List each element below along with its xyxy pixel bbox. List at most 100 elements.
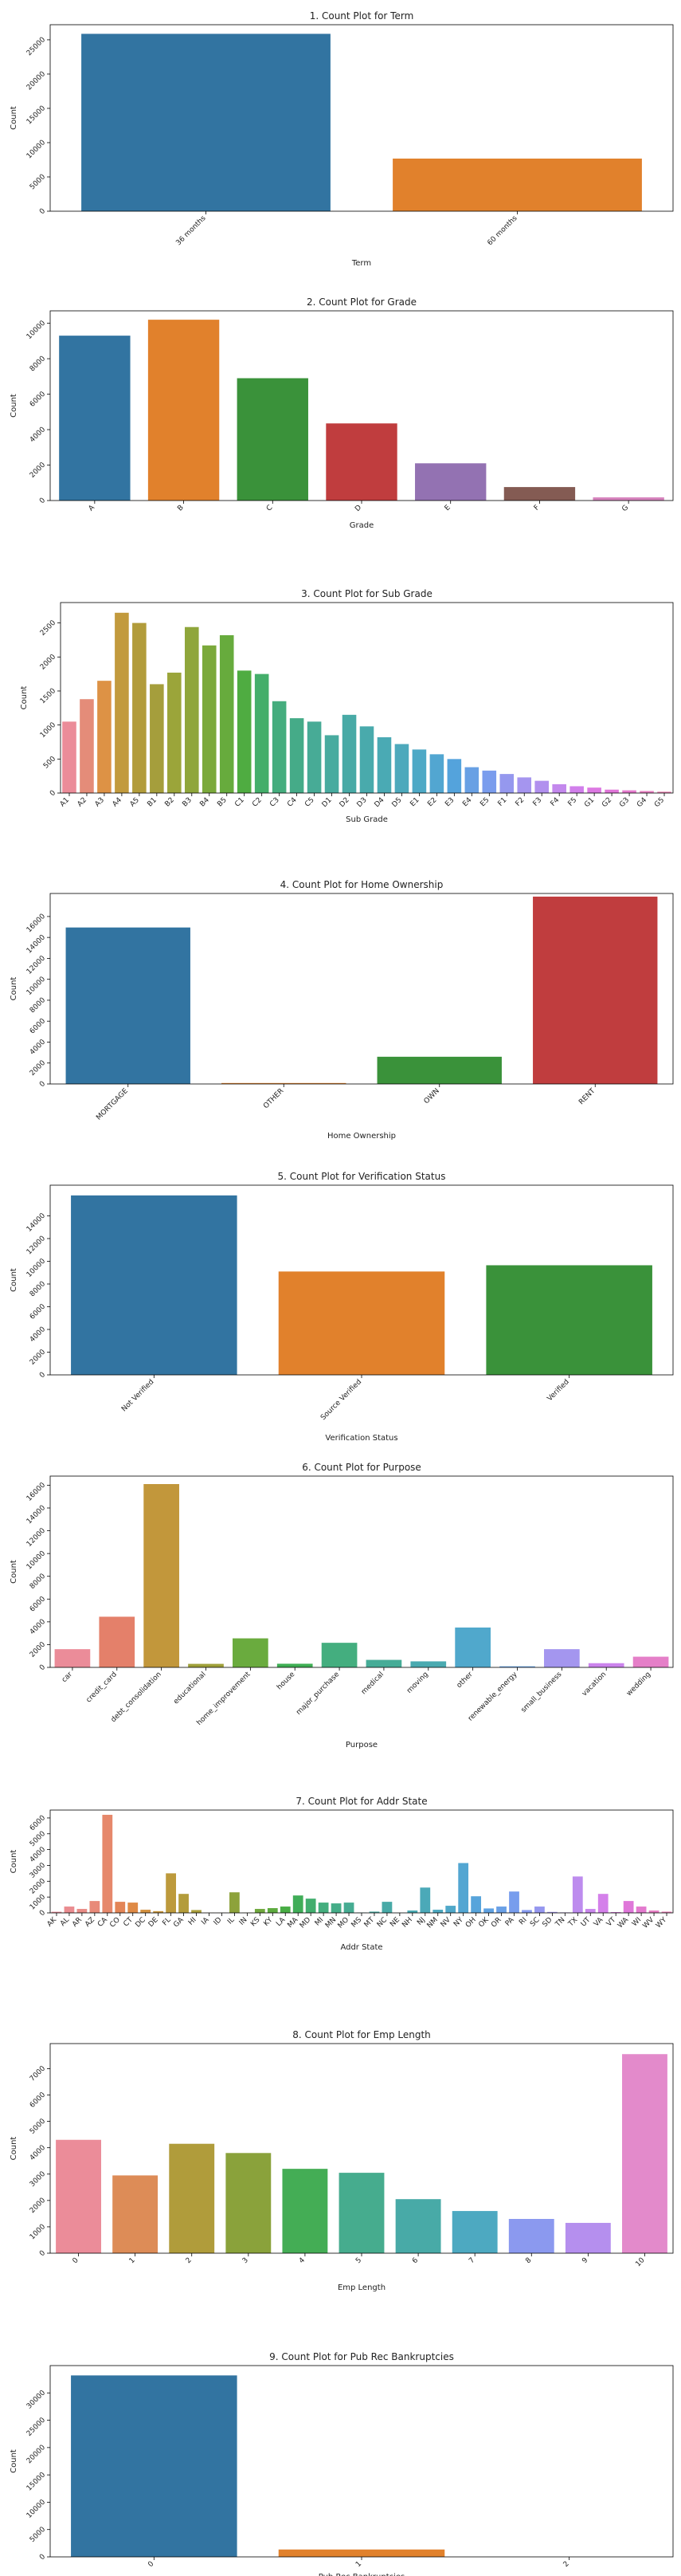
bar-CO (115, 1902, 126, 1913)
y-tick-label: 20000 (25, 70, 48, 92)
bar-debt_consolidation (143, 1484, 179, 1667)
y-tick-label: 14000 (25, 1211, 48, 1234)
bar-A (59, 336, 131, 501)
bar-home_improvement (233, 1638, 268, 1667)
x-tick-label: G2 (601, 796, 613, 809)
x-tick-label: D5 (391, 796, 404, 809)
bar-A3 (97, 681, 112, 793)
x-tick-label: NH (401, 1916, 414, 1930)
x-tick-label: NE (389, 1916, 401, 1929)
bar-WI (636, 1906, 647, 1913)
x-tick-label: A5 (129, 796, 141, 808)
y-tick-label: 8000 (29, 355, 47, 373)
y-tick-label: 15000 (25, 2471, 48, 2493)
x-tick-label: small_business (520, 1671, 564, 1714)
bar-E5 (482, 770, 497, 793)
x-tick-label: F4 (550, 796, 562, 808)
x-tick-label: UT (580, 1916, 593, 1929)
x-tick-label: WA (616, 1915, 631, 1930)
x-tick-label: AR (71, 1916, 84, 1929)
bar-G4 (640, 791, 654, 793)
y-tick-label: 2000 (29, 1059, 47, 1078)
y-tick-label: 3000 (29, 1861, 47, 1879)
x-tick-label: D3 (356, 796, 369, 809)
bar-SD (547, 1911, 558, 1913)
bar-car (54, 1649, 91, 1667)
y-tick-label: 20000 (25, 2444, 48, 2466)
x-tick-label: RENT (577, 1087, 597, 1107)
y-axis-label: Count (10, 1560, 18, 1584)
bar-F2 (517, 777, 532, 793)
x-tick-label: A2 (76, 796, 88, 808)
y-axis-label: Count (10, 1850, 18, 1874)
x-tick-label: C4 (286, 796, 299, 809)
bar-MD (305, 1899, 316, 1913)
bar-VA (597, 1894, 609, 1913)
bar-C1 (237, 670, 252, 793)
x-tick-label: MORTGAGE (95, 1087, 130, 1122)
chart-6: 6. Count Plot for Purpose 0 2000 4000 6000 80… (10, 1462, 674, 1749)
bar-G5 (657, 791, 671, 793)
bar-UT (585, 1909, 596, 1913)
chart-8: 8. Count Plot for Emp Length 0 1000 2000 300… (10, 2029, 674, 2292)
bar-OWN (377, 1056, 502, 1084)
x-tick-label: G1 (583, 796, 596, 809)
bar-C (237, 378, 308, 501)
bar-educational (188, 1663, 224, 1667)
y-tick-label: 6000 (29, 1595, 47, 1613)
bar-D2 (342, 714, 357, 793)
x-axis-label: Pub Rec Bankruptcies (319, 2573, 405, 2576)
bar-C2 (254, 673, 269, 793)
bar-IL (229, 1892, 240, 1913)
x-tick-label: Verified (546, 1378, 571, 1403)
x-tick-label: 6 (411, 2256, 420, 2265)
y-tick-label: 2000 (29, 1640, 47, 1659)
chart-title: 1. Count Plot for Term (310, 10, 414, 22)
chart-title: 8. Count Plot for Emp Length (292, 2029, 431, 2040)
y-axis-label: Count (10, 977, 18, 1001)
x-tick-label: Source Verified (319, 1378, 363, 1422)
bar-1 (278, 2549, 445, 2557)
y-tick-label: 0 (38, 1909, 47, 1918)
bar-D3 (359, 726, 374, 793)
x-tick-label: E (444, 504, 452, 512)
x-tick-label: G (620, 504, 630, 513)
y-tick-label: 2500 (39, 618, 57, 637)
bar-F (503, 487, 576, 501)
y-tick-label: 0 (38, 1371, 47, 1380)
y-tick-label: 14000 (25, 1504, 48, 1526)
x-tick-label: VA (593, 1915, 605, 1928)
y-axis-label: Count (10, 2137, 18, 2161)
bar-A4 (115, 612, 129, 793)
bar-6 (395, 2199, 441, 2253)
y-tick-label: 16000 (25, 913, 48, 935)
y-tick-label: 0 (49, 789, 57, 798)
bar-0 (56, 2139, 101, 2253)
bar-other (455, 1628, 491, 1667)
x-tick-label: B3 (181, 796, 193, 808)
y-tick-label: 2000 (29, 2197, 47, 2215)
x-tick-label: 10 (634, 2256, 646, 2268)
x-tick-label: 1 (128, 2256, 137, 2265)
bar-MI (318, 1903, 329, 1913)
y-axis-label: Count (10, 106, 18, 130)
bar-Source Verified (278, 1271, 445, 1375)
y-tick-label: 30000 (25, 2389, 48, 2411)
x-tick-label: WV (641, 1915, 656, 1930)
y-tick-label: 2000 (29, 461, 47, 479)
y-tick-label: 8000 (29, 996, 47, 1015)
bar-B3 (184, 626, 199, 793)
x-tick-label: E5 (479, 796, 491, 808)
y-tick-label: 10000 (25, 1257, 48, 1279)
y-tick-label: 1000 (29, 2223, 47, 2241)
plot-frame (49, 1475, 674, 1668)
y-tick-label: 25000 (25, 2416, 48, 2438)
x-tick-label: PA (504, 1915, 516, 1927)
x-tick-label: Not Verified (120, 1378, 155, 1413)
bar-OH (471, 1896, 482, 1913)
bar-medical (366, 1659, 402, 1667)
bar-B4 (202, 645, 217, 793)
bar-AK (51, 1911, 62, 1913)
y-tick-label: 4000 (29, 1845, 47, 1863)
